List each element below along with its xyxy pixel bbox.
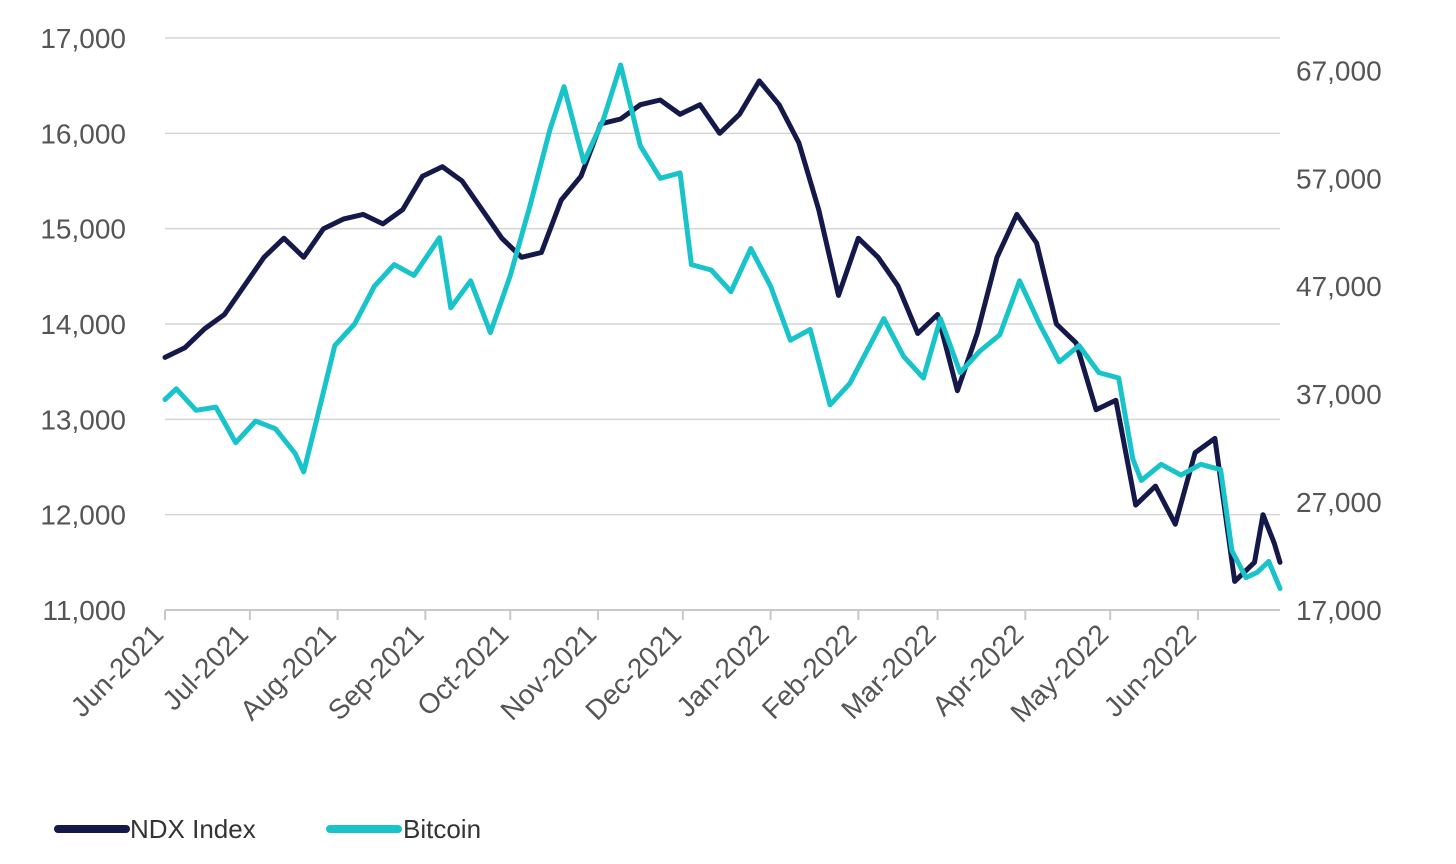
y-left-tick-label: 17,000 xyxy=(40,23,126,54)
y-axis-left-ticks: 11,000 12,000 13,000 14,000 15,000 16,000 17,0… xyxy=(40,23,126,626)
y-right-tick-label: 67,000 xyxy=(1296,55,1382,86)
legend: NDX Index Bitcoin xyxy=(54,814,481,844)
series-line-ndx-index xyxy=(162,78,1283,584)
y-left-tick-label: 15,000 xyxy=(40,214,126,245)
y-right-tick-label: 17,000 xyxy=(1296,595,1382,626)
x-tick-label: Jun-2022 xyxy=(1098,618,1202,722)
x-tick-label: Sep-2021 xyxy=(322,618,430,726)
y-right-tick-label: 57,000 xyxy=(1296,163,1382,194)
x-tick-label: Aug-2021 xyxy=(234,618,342,726)
x-axis-ticks: Jun-2021Jul-2021Aug-2021Sep-2021Oct-2021… xyxy=(65,610,1202,728)
legend-label-ndx: NDX Index xyxy=(130,814,256,844)
y-left-tick-label: 16,000 xyxy=(40,118,126,149)
x-tick-label: Jun-2021 xyxy=(65,618,169,722)
y-right-tick-label: 37,000 xyxy=(1296,379,1382,410)
series-lines xyxy=(162,62,1283,591)
y-right-tick-label: 47,000 xyxy=(1296,271,1382,302)
gridlines xyxy=(165,37,1280,516)
series-line-bitcoin xyxy=(162,62,1283,591)
y-right-tick-label: 27,000 xyxy=(1296,487,1382,518)
y-left-tick-label: 12,000 xyxy=(40,500,126,531)
y-left-tick-label: 13,000 xyxy=(40,404,126,435)
y-left-tick-label: 14,000 xyxy=(40,309,126,340)
legend-label-bitcoin: Bitcoin xyxy=(403,814,481,844)
y-left-tick-label: 11,000 xyxy=(42,595,126,626)
y-axis-right-ticks: 17,000 27,000 37,000 47,000 57,000 67,000 xyxy=(1296,55,1382,626)
